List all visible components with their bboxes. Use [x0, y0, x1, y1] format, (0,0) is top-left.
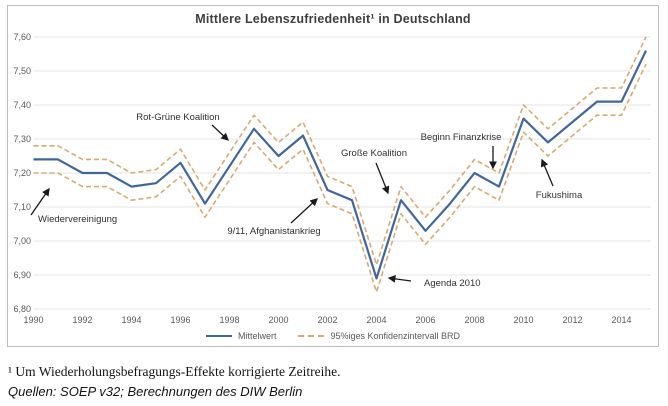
y-tick-label: 7,30 [13, 134, 31, 144]
annotation-label: Rot-Grüne Koalition [136, 112, 219, 123]
chart-title: Mittlere Lebenszufriedenheit¹ in Deutsch… [195, 12, 471, 26]
x-tick-label: 1996 [170, 315, 190, 325]
annotation-arrow-icon [387, 275, 412, 283]
x-tick-label: 2014 [611, 315, 631, 325]
y-tick-label: 7,00 [13, 236, 31, 246]
y-tick-label: 7,60 [13, 32, 31, 42]
x-tick-label: 2012 [562, 315, 582, 325]
footnote: ¹ Um Wiederholungsbefragungs-Effekte kor… [8, 364, 341, 379]
chart-svg: 6,80 6,90 7,00 7,10 7,20 7,30 7,40 7,50 7,60 1990… [13, 32, 651, 325]
chart-legend: Mittelwert 95%iges Konfidenzintervall BR… [8, 331, 658, 341]
y-tick-label: 6,80 [13, 304, 31, 314]
legend-item-mittelwert: Mittelwert [205, 331, 277, 341]
x-tick-label: 2006 [415, 315, 435, 325]
y-tick-label: 7,40 [13, 100, 31, 110]
annotation-label: Agenda 2010 [424, 278, 481, 289]
legend-label-mittelwert: Mittelwert [237, 331, 277, 341]
annotation-label: Große Koalition [341, 148, 407, 159]
x-tick-label: 2000 [268, 315, 288, 325]
annotation-label: Beginn Finanzkrise [421, 132, 502, 143]
confidence-interval-line [33, 36, 647, 266]
y-tick-label: 7,20 [13, 168, 31, 178]
annotation-arrow-icon [375, 162, 390, 195]
chart-container: 6,80 6,90 7,00 7,10 7,20 7,30 7,40 7,50 7,60 1990… [7, 5, 659, 347]
confidence-interval-line [33, 63, 647, 293]
x-tick-label: 1998 [219, 315, 239, 325]
annotation-label: Wiedervereinigung [38, 214, 117, 225]
x-tick-label: 2004 [366, 315, 386, 325]
solid-line-swatch-icon [205, 335, 232, 337]
y-tick-label: 6,90 [13, 270, 31, 280]
dashed-line-swatch-icon [298, 335, 325, 337]
x-tick-label: 1990 [23, 315, 43, 325]
x-tick-label: 1992 [72, 315, 92, 325]
x-tick-label: 2008 [464, 315, 484, 325]
x-tick-label: 1994 [121, 315, 141, 325]
x-tick-label: 2010 [513, 315, 533, 325]
annotation-arrow-icon [290, 198, 318, 224]
annotation-arrow-icon [540, 158, 554, 187]
y-tick-label: 7,10 [13, 202, 31, 212]
legend-label-konfidenzintervall: 95%iges Konfidenzintervall BRD [330, 331, 461, 341]
annotation-arrow-icon [211, 124, 229, 141]
source-line: Quellen: SOEP v32; Berechnungen des DIW … [8, 384, 303, 399]
annotation-arrow-icon [30, 187, 50, 216]
legend-item-konfidenzintervall: 95%iges Konfidenzintervall BRD [298, 331, 460, 341]
annotation-label: Fukushima [536, 190, 583, 201]
annotation-label: 9/11, Afghanistankrieg [227, 226, 320, 237]
y-tick-label: 7,50 [13, 66, 31, 76]
mean-line [33, 50, 647, 280]
x-tick-label: 2002 [317, 315, 337, 325]
